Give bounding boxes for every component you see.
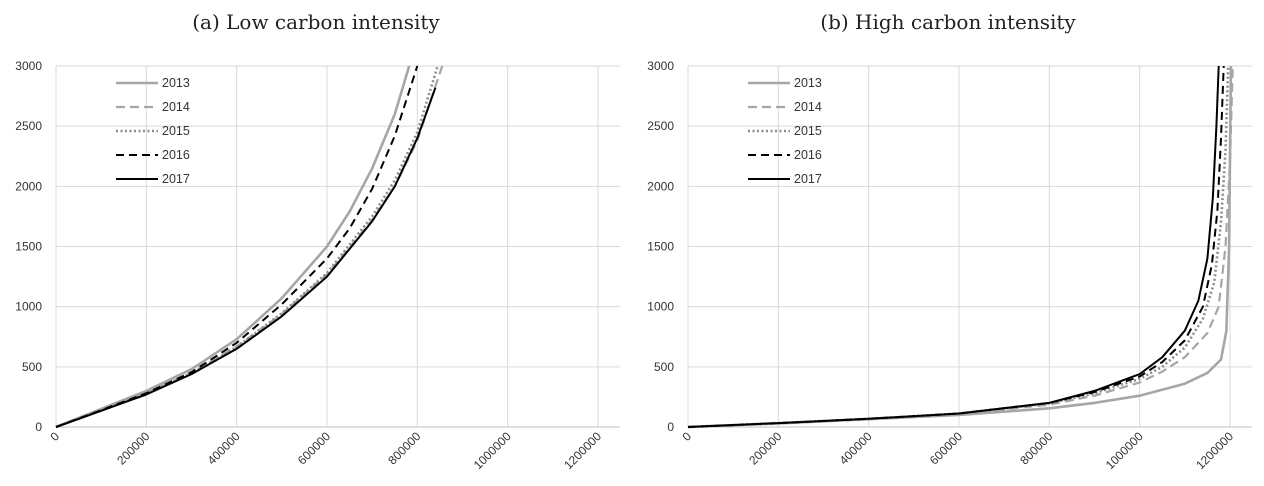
legend-label: 2017	[162, 172, 190, 186]
chart-svg: 0 500 1000 1500 2000 2500 3000 0 200000 400000 600…	[15, 59, 620, 472]
series-line-2015	[687, 65, 1230, 429]
y-tick-label: 3000	[15, 59, 42, 73]
y-tick-label: 2000	[647, 179, 674, 193]
gridlines	[55, 65, 620, 428]
y-tick-label: 2500	[647, 119, 674, 133]
chart-panel-a: (a) Low carbon intensity 0 500 1000 1500 200…	[15, 10, 620, 472]
x-tick-label: 400000	[837, 429, 875, 467]
legend: 2013 2014 2015 2016 2017	[116, 76, 190, 186]
x-tick-label: 1200000	[561, 429, 604, 472]
y-tick-label: 3000	[647, 59, 674, 73]
y-tick-label: 2000	[15, 179, 42, 193]
chart-svg: 0 500 1000 1500 2000 2500 3000 0 200000 400000 600…	[647, 59, 1252, 472]
series-lines	[55, 65, 444, 429]
series-line-2017	[55, 87, 437, 428]
legend-label: 2016	[162, 148, 190, 162]
x-tick-label: 400000	[205, 429, 243, 467]
legend-label: 2013	[794, 76, 822, 90]
x-tick-label: 0	[679, 429, 694, 444]
x-tick-label: 1000000	[471, 429, 514, 472]
series-line-2014	[687, 65, 1234, 429]
chart-title: (b) High carbon intensity	[820, 10, 1076, 34]
y-tick-label: 1000	[15, 300, 42, 314]
x-tick-label: 600000	[295, 429, 333, 467]
chart-panel-b: (b) High carbon intensity 0 500 1000 1500 20…	[632, 0, 1264, 486]
legend-label: 2017	[794, 172, 822, 186]
legend-label: 2015	[794, 124, 822, 138]
gridlines	[687, 65, 1252, 428]
series-lines	[687, 65, 1234, 429]
x-tick-label: 800000	[1017, 429, 1055, 467]
y-tick-label: 1500	[647, 240, 674, 254]
y-tick-label: 500	[654, 360, 674, 374]
x-tick-label: 1200000	[1193, 429, 1236, 472]
chart-title: (a) Low carbon intensity	[192, 10, 440, 34]
y-tick-label: 0	[667, 420, 674, 434]
y-tick-label: 0	[35, 420, 42, 434]
legend-label: 2014	[794, 100, 822, 114]
y-tick-label: 1500	[15, 240, 42, 254]
y-tick-label: 2500	[15, 119, 42, 133]
x-tick-label: 200000	[114, 429, 152, 467]
legend-label: 2013	[162, 76, 190, 90]
legend-label: 2014	[162, 100, 190, 114]
x-tick-label: 1000000	[1103, 429, 1146, 472]
x-tick-label: 0	[47, 429, 62, 444]
x-tick-label: 200000	[746, 429, 784, 467]
y-tick-label: 1000	[647, 300, 674, 314]
series-line-2017	[687, 65, 1220, 428]
x-tick-label: 600000	[927, 429, 965, 467]
legend-label: 2015	[162, 124, 190, 138]
legend: 2013 2014 2015 2016 2017	[748, 76, 822, 186]
series-line-2013	[55, 65, 411, 429]
y-tick-label: 500	[22, 360, 42, 374]
legend-label: 2016	[794, 148, 822, 162]
x-tick-label: 800000	[385, 429, 423, 467]
